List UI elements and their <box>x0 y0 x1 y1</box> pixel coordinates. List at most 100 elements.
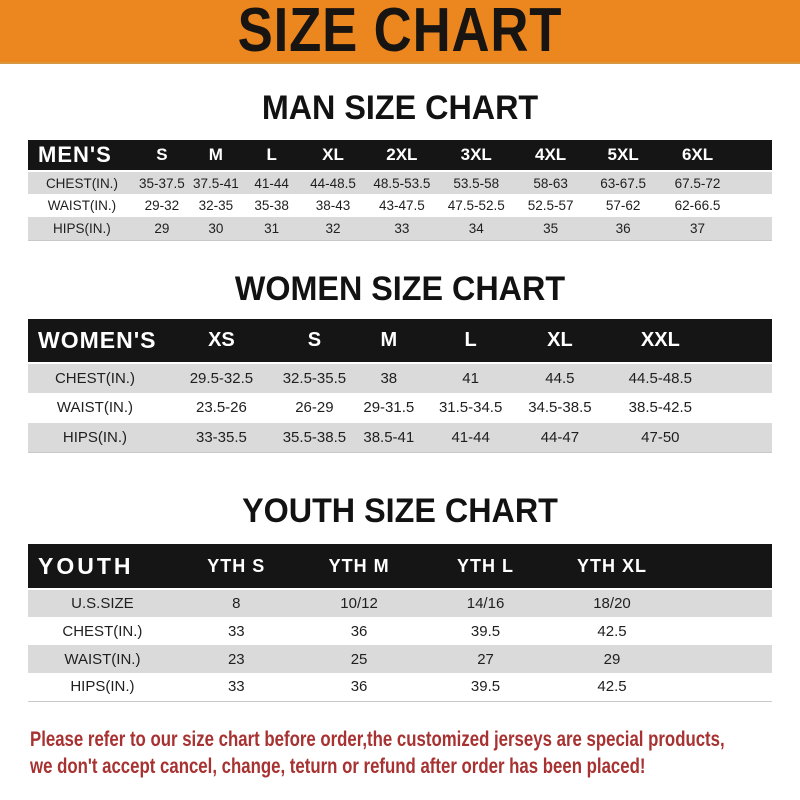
size-value-cell: 42.5 <box>597 622 627 640</box>
size-value-cell: 36 <box>585 217 661 241</box>
size-value-cell: 29 <box>135 217 188 241</box>
size-value-cell: 27 <box>422 645 549 673</box>
row-label: WAIST(IN.) <box>47 198 117 213</box>
table-row: HIPS(IN.) 33-35.5 35.5-38.5 38.5-41 41-44 44-… <box>28 422 772 453</box>
column-header: YTH S <box>176 544 296 590</box>
row-spacer <box>734 171 772 194</box>
size-value-cell: 47-50 <box>608 422 713 453</box>
size-value-cell: 35-37.5 <box>135 171 188 194</box>
size-value-cell: 33 <box>227 622 245 640</box>
size-value-cell: 34.5-38.5 <box>528 399 592 416</box>
size-value-cell: 38.5-41 <box>347 422 430 453</box>
table-row: WAIST(IN.) 23.5-26 26-29 29-31.5 31.5-34.5 34… <box>28 393 772 423</box>
row-spacer <box>712 422 772 453</box>
size-value-cell: 36 <box>350 622 368 640</box>
column-header: L <box>243 140 300 172</box>
column-header: S <box>135 140 188 172</box>
size-value-cell: 39.5 <box>470 622 501 640</box>
banner-title: SIZE CHART <box>237 0 563 65</box>
size-value-cell: 33-35.5 <box>161 422 281 453</box>
size-value-cell: 14/16 <box>422 589 549 617</box>
row-spacer <box>712 393 772 423</box>
table-row: U.S.SIZE 8 10/12 14/16 18/20 <box>28 589 772 617</box>
size-value-cell: 36 <box>295 673 423 702</box>
column-header: 6XL <box>660 140 735 172</box>
row-label: HIPS(IN.) <box>28 217 136 241</box>
size-value-cell: 26-29 <box>295 399 334 416</box>
column-header: M <box>347 318 430 364</box>
size-value-cell: 23 <box>176 645 296 673</box>
size-value-cell: 31 <box>243 217 300 241</box>
size-value-cell: 8 <box>176 589 296 617</box>
row-label: CHEST(IN.) <box>62 622 143 640</box>
size-value-cell: 29-31.5 <box>363 399 415 416</box>
women-size-chart-heading: WOMEN SIZE CHART <box>234 269 566 308</box>
size-value-cell: 47.5-52.5 <box>447 198 505 213</box>
size-value-cell: 52.5-57 <box>527 198 574 213</box>
size-value-cell: 43-47.5 <box>378 198 425 213</box>
table-header-row: YOUTH YTH S YTH M YTH L YTH XL <box>28 544 772 590</box>
disclaimer: Please refer to our size chart before or… <box>30 726 725 780</box>
size-value-cell: 23.5-26 <box>195 399 247 416</box>
size-value-cell: 62-66.5 <box>674 198 721 213</box>
row-label: CHEST(IN.) <box>28 171 136 194</box>
size-value-cell: 29.5-32.5 <box>161 362 281 393</box>
size-value-cell: 44.5 <box>511 362 609 393</box>
table-header-row: MEN'S S M L XL 2XL 3XL 4XL 5XL 6XL <box>28 140 772 172</box>
size-value-cell: 29-32 <box>144 198 180 213</box>
size-value-cell: 33 <box>176 673 296 702</box>
size-value-cell: 44.5-48.5 <box>608 362 713 393</box>
row-label: HIPS(IN.) <box>28 673 177 702</box>
size-value-cell: 38 <box>347 362 430 393</box>
man-size-chart-heading: MAN SIZE CHART <box>261 89 539 127</box>
column-header: XS <box>161 318 281 364</box>
table-row: CHEST(IN.) 29.5-32.5 32.5-35.5 38 41 44.5 44.5… <box>28 362 772 393</box>
size-value-cell: 32-35 <box>198 198 234 213</box>
size-value-cell: 32 <box>299 217 367 241</box>
row-spacer <box>735 194 772 217</box>
column-header: 4XL <box>515 140 586 172</box>
size-value-cell: 34 <box>437 217 516 241</box>
table-header-row: WOMEN'S XS S M L XL XXL <box>28 318 772 364</box>
column-header: YTH L <box>422 544 549 590</box>
size-value-cell: 44-48.5 <box>299 171 367 194</box>
women-size-table: WOMEN'S XS S M L XL XXL CHEST(IN.) 29.5-32.5 32.5… <box>28 318 772 453</box>
table-corner-label: YOUTH <box>28 544 177 590</box>
youth-size-table: YOUTH YTH S YTH M YTH L YTH XL U.S.SIZE 8 10/12… <box>28 544 772 702</box>
disclaimer-line-2: we don't accept cancel, change, teturn o… <box>30 754 646 778</box>
row-label: WAIST(IN.) <box>56 399 133 416</box>
column-header: XL <box>299 140 367 172</box>
row-spacer <box>675 645 772 673</box>
size-value-cell: 42.5 <box>548 673 676 702</box>
column-header: XL <box>511 318 609 364</box>
size-value-cell: 32.5-35.5 <box>280 362 348 393</box>
size-value-cell: 41 <box>429 362 512 393</box>
column-header: 2XL <box>366 140 438 172</box>
size-value-cell: 35 <box>515 217 586 241</box>
size-value-cell: 30 <box>187 217 244 241</box>
size-value-cell: 33 <box>366 217 438 241</box>
size-value-cell: 53.5-58 <box>437 171 516 194</box>
header-spacer <box>675 544 772 590</box>
row-spacer <box>712 362 772 393</box>
size-value-cell: 38-43 <box>315 198 351 213</box>
size-value-cell: 44-47 <box>511 422 609 453</box>
column-header: L <box>429 318 512 364</box>
row-label: U.S.SIZE <box>28 589 177 617</box>
column-header: S <box>280 318 348 364</box>
row-label: HIPS(IN.) <box>28 422 162 453</box>
size-value-cell: 37.5-41 <box>187 171 244 194</box>
men-size-table: MEN'S S M L XL 2XL 3XL 4XL 5XL 6XL CHEST(IN.) 35-37… <box>28 140 772 241</box>
table-row: CHEST(IN.) 33 36 39.5 42.5 <box>28 617 772 645</box>
header-spacer <box>734 140 772 172</box>
header-spacer <box>712 318 772 364</box>
size-value-cell: 41-44 <box>429 422 512 453</box>
youth-size-chart-heading: YOUTH SIZE CHART <box>242 492 558 530</box>
size-chart-banner: SIZE CHART <box>0 0 800 64</box>
table-corner-label: WOMEN'S <box>28 318 162 364</box>
table-corner-label: MEN'S <box>28 140 136 172</box>
column-header: 5XL <box>585 140 661 172</box>
row-spacer <box>675 617 772 645</box>
size-value-cell: 35.5-38.5 <box>280 422 348 453</box>
size-value-cell: 10/12 <box>295 589 423 617</box>
